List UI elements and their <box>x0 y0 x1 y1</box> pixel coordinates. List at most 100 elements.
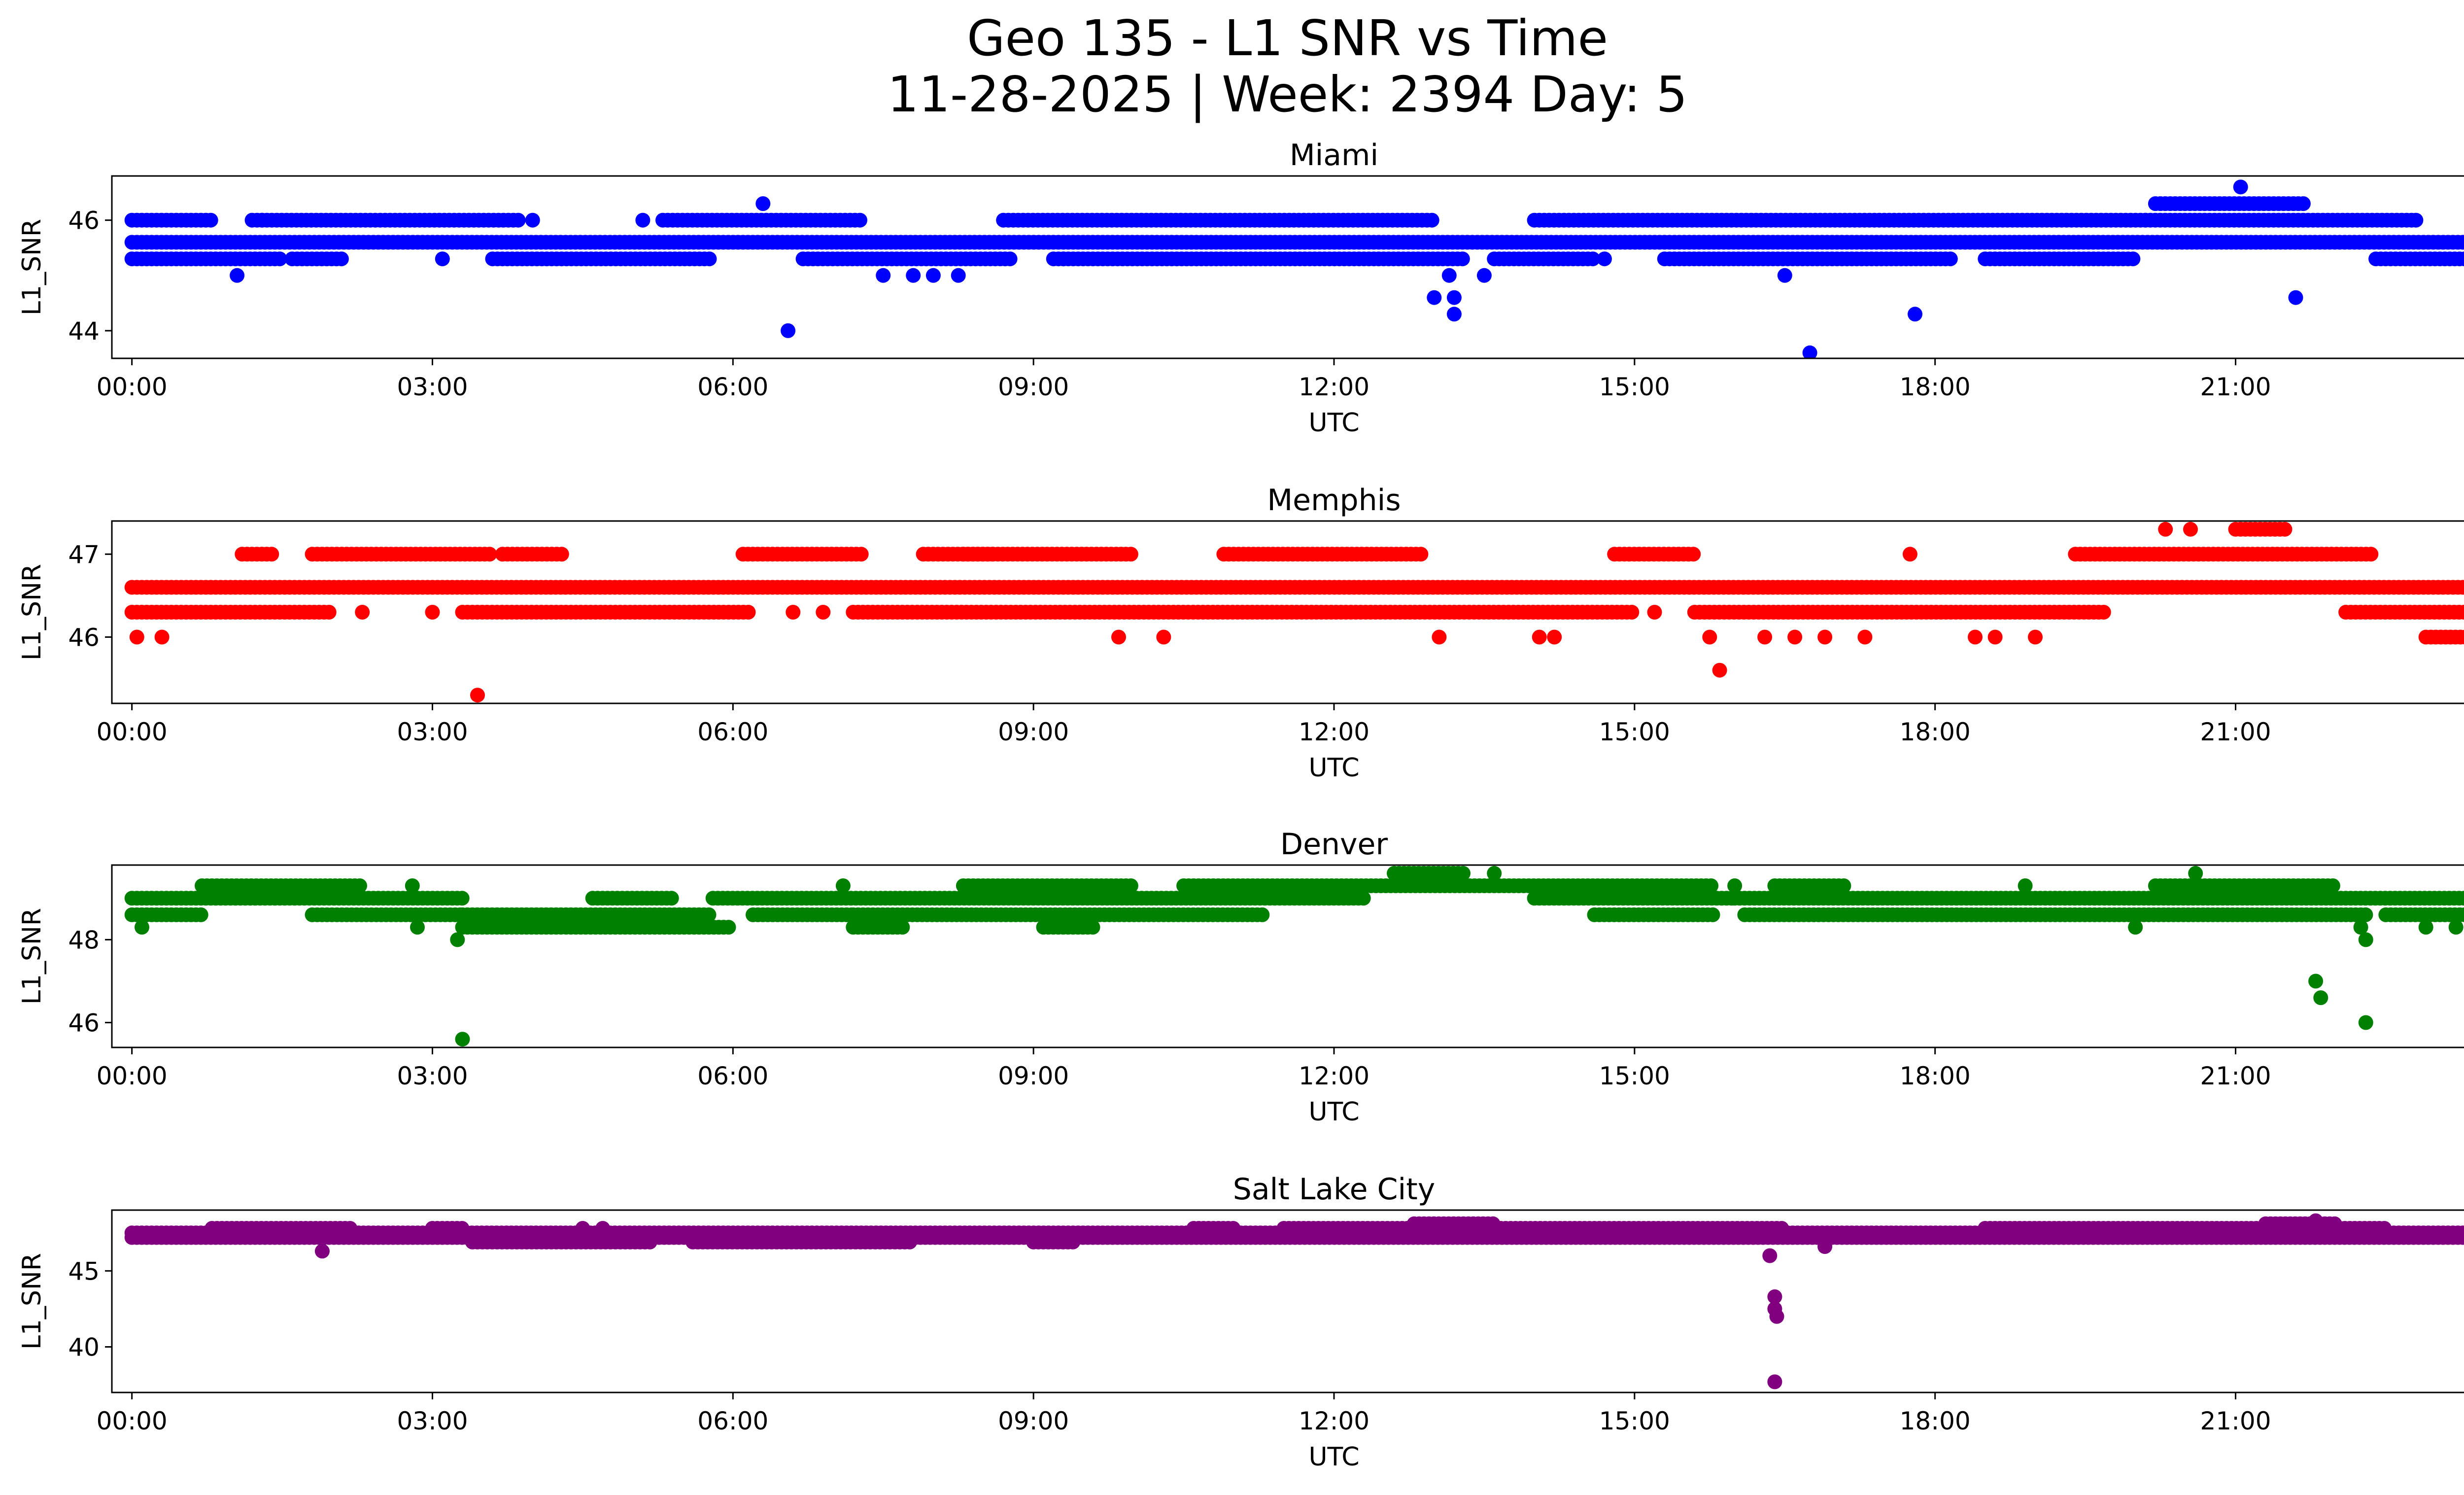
data-point <box>2096 605 2111 620</box>
data-point <box>642 1234 657 1250</box>
x-tick-label: 00:00 <box>97 718 168 746</box>
panel-title: Miami <box>1290 138 1378 173</box>
data-point <box>2363 547 2379 562</box>
x-tick-label: 06:00 <box>697 1062 768 1090</box>
data-point <box>2313 990 2328 1006</box>
x-tick-label: 12:00 <box>1299 1062 1369 1090</box>
data-point <box>554 547 569 562</box>
snr-band <box>124 605 2464 620</box>
x-tick-label: 18:00 <box>1900 373 1971 401</box>
data-point <box>455 1032 470 1047</box>
data-point <box>1056 251 1071 267</box>
snr-band <box>1387 866 1471 881</box>
data-point <box>1156 629 1171 645</box>
data-point <box>1424 212 1439 228</box>
data-point <box>355 605 370 620</box>
data-point <box>470 688 485 703</box>
data-point <box>2295 196 2311 211</box>
data-point <box>1757 629 1773 645</box>
data-point <box>635 212 650 228</box>
data-point <box>741 605 756 620</box>
data-point <box>1908 307 1922 322</box>
data-point <box>2460 1231 2464 1244</box>
snr-band <box>2228 522 2293 537</box>
data-point <box>2457 605 2464 620</box>
data-point <box>1777 268 1792 283</box>
x-tick-label: 03:00 <box>397 1062 468 1090</box>
data-point <box>334 251 349 267</box>
data-point <box>2462 893 2464 904</box>
data-point <box>1712 662 1727 678</box>
data-point <box>1456 866 1471 881</box>
data-point <box>2188 866 2203 881</box>
data-point <box>2028 629 2043 645</box>
data-point <box>135 920 149 935</box>
data-point <box>1427 290 1442 305</box>
snr-band <box>235 547 2379 562</box>
data-point <box>781 323 796 338</box>
data-point <box>129 629 144 645</box>
data-point <box>1226 1221 1241 1236</box>
y-tick-label: 47 <box>68 540 100 569</box>
y-tick-label: 46 <box>68 207 100 235</box>
x-tick-label: 03:00 <box>397 373 468 401</box>
data-point <box>2463 633 2464 641</box>
data-point <box>2358 932 2373 947</box>
data-point <box>1547 629 1562 645</box>
x-tick-label: 00:00 <box>97 373 168 401</box>
data-point <box>450 932 465 947</box>
x-tick-label: 09:00 <box>998 373 1069 401</box>
figure-subtitle: 11-28-2025 | Week: 2394 Day: 5 <box>887 66 1688 123</box>
y-axis-label: L1_SNR <box>17 219 47 315</box>
data-point <box>755 196 771 211</box>
data-point <box>2358 1015 2373 1030</box>
data-point <box>321 605 337 620</box>
data-point <box>721 920 736 935</box>
data-point <box>2308 973 2324 989</box>
data-point <box>264 547 279 562</box>
data-point <box>1446 307 1462 322</box>
x-tick-label: 06:00 <box>697 718 768 746</box>
data-point <box>816 605 831 620</box>
data-point <box>1597 251 1612 267</box>
data-point <box>835 878 851 893</box>
x-tick-label: 09:00 <box>998 1062 1069 1090</box>
snr-band <box>124 212 2419 228</box>
data-point <box>511 212 526 228</box>
data-point <box>2457 251 2464 267</box>
data-point <box>1585 251 1601 267</box>
data-point <box>1446 290 1462 305</box>
data-point <box>2288 290 2303 305</box>
data-point <box>2128 920 2143 935</box>
snr-band <box>465 1234 1081 1250</box>
data-point <box>854 547 869 562</box>
data-point <box>1705 907 1720 922</box>
data-point <box>2358 907 2373 922</box>
data-point <box>786 605 801 620</box>
snr-band <box>455 920 1100 935</box>
data-point <box>425 605 440 620</box>
snr-band <box>2148 196 2311 211</box>
data-point <box>1647 605 1662 620</box>
data-point <box>352 878 367 893</box>
data-point <box>2325 878 2340 893</box>
data-point <box>925 268 941 283</box>
data-point <box>230 268 245 283</box>
x-tick-label: 00:00 <box>97 1062 168 1090</box>
snr-band <box>124 235 2464 250</box>
data-point <box>1704 878 1719 893</box>
figure-title: Geo 135 - L1 SNR vs Time <box>967 9 1608 67</box>
data-point <box>2418 920 2433 935</box>
x-axis-label: UTC <box>1308 753 1359 783</box>
axes-frame <box>111 175 2464 359</box>
data-point <box>701 907 717 922</box>
data-point <box>2183 522 2198 537</box>
x-tick-label: 21:00 <box>2200 373 2271 401</box>
series-markers <box>124 866 2464 1047</box>
data-point <box>1802 345 1817 358</box>
data-point <box>2448 920 2464 935</box>
y-axis-label: L1_SNR <box>17 908 47 1005</box>
y-tick-label: 48 <box>68 926 100 954</box>
